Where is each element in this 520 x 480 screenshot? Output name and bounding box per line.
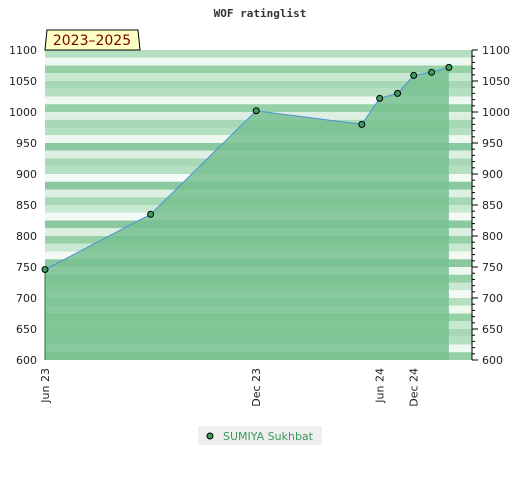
y-tick-label-left: 1050: [9, 75, 37, 88]
y-tick-label-left: 600: [16, 354, 37, 367]
data-point[interactable]: [445, 63, 453, 71]
data-point[interactable]: [394, 89, 402, 97]
legend[interactable]: SUMIYA Sukhbat: [198, 426, 322, 445]
background-band: [45, 104, 472, 112]
chart-title: WOF ratinglist: [214, 7, 307, 20]
x-tick-label: Dec 23: [250, 368, 263, 407]
y-tick-label-right: 750: [482, 261, 503, 274]
data-point[interactable]: [428, 68, 436, 76]
background-band: [45, 88, 472, 97]
y-axis-ticks: 600 600 650 650 700 700 750 750 800 800 850 850 900 9…: [9, 44, 510, 367]
data-point[interactable]: [147, 210, 155, 218]
data-point[interactable]: [41, 265, 49, 273]
y-tick-label-left: 650: [16, 323, 37, 336]
data-point[interactable]: [358, 120, 366, 128]
background-band: [45, 65, 472, 74]
y-tick-label-right: 850: [482, 199, 503, 212]
y-tick-label-right: 1100: [482, 44, 510, 57]
y-tick-label-right: 650: [482, 323, 503, 336]
y-tick-label-right: 950: [482, 137, 503, 150]
background-band: [45, 57, 472, 66]
y-tick-label-left: 900: [16, 168, 37, 181]
series-markers: [41, 63, 453, 360]
y-tick-label-left: 700: [16, 292, 37, 305]
y-tick-label-left: 1000: [9, 106, 37, 119]
y-tick-label-left: 750: [16, 261, 37, 274]
series-area: [45, 67, 449, 361]
y-tick-label-left: 850: [16, 199, 37, 212]
y-tick-label-left: 950: [16, 137, 37, 150]
y-tick-label-left: 1100: [9, 44, 37, 57]
data-point[interactable]: [252, 107, 260, 115]
y-tick-label-right: 1050: [482, 75, 510, 88]
x-tick-label: Dec 24: [408, 368, 421, 407]
x-tick-label: Jun 24: [374, 368, 387, 404]
legend-marker: [206, 432, 214, 440]
background-band: [45, 50, 472, 58]
background-band: [45, 81, 472, 89]
x-axis-ticks: Jun 23 Dec 23 Jun 24 Dec 24: [39, 368, 421, 407]
x-tick-label: Jun 23: [39, 368, 52, 404]
y-tick-label-right: 900: [482, 168, 503, 181]
y-tick-label-right: 800: [482, 230, 503, 243]
data-point[interactable]: [410, 71, 418, 79]
background-band: [45, 96, 472, 105]
legend-label: SUMIYA Sukhbat: [223, 430, 314, 443]
data-point[interactable]: [376, 94, 384, 102]
y-tick-label-left: 800: [16, 230, 37, 243]
year-badge: 2023–2025: [44, 29, 141, 51]
background-band: [45, 73, 472, 81]
y-tick-label-right: 1000: [482, 106, 510, 119]
year-badge-label: 2023–2025: [53, 33, 131, 49]
y-tick-label-right: 600: [482, 354, 503, 367]
y-tick-label-right: 700: [482, 292, 503, 305]
